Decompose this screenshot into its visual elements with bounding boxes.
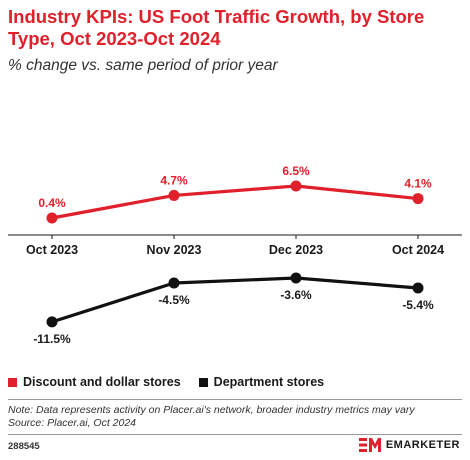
- divider-bottom: [8, 434, 462, 435]
- brand-name: EMARKETER: [385, 439, 460, 451]
- data-label-department: -4.5%: [158, 293, 190, 307]
- data-label-discount: 6.5%: [282, 164, 310, 178]
- source-text: Source: Placer.ai, Oct 2024: [8, 417, 137, 429]
- emarketer-logo-icon: [358, 438, 381, 452]
- brand: EMARKETER: [358, 438, 460, 452]
- data-point-discount: [168, 189, 180, 201]
- chart-subtitle: % change vs. same period of prior year: [8, 57, 278, 74]
- data-point-department: [412, 282, 424, 294]
- x-tick-label: Dec 2023: [269, 243, 323, 257]
- legend-item-department: Department stores: [198, 375, 325, 389]
- data-label-department: -3.6%: [280, 288, 312, 302]
- data-point-discount: [46, 212, 58, 224]
- x-tick-label: Oct 2024: [392, 243, 444, 257]
- data-point-department: [290, 272, 302, 284]
- line-chart: Oct 2023 Nov 2023 Dec 2023 Oct 2024 0.4% 4.7%…: [8, 164, 462, 346]
- data-label-discount: 4.7%: [160, 173, 188, 187]
- divider-top: [8, 399, 462, 400]
- data-point-discount: [412, 193, 424, 205]
- data-point-department: [168, 277, 180, 289]
- data-label-department: -5.4%: [402, 298, 434, 312]
- legend-label-discount: Discount and dollar stores: [23, 375, 181, 389]
- data-point-discount: [290, 180, 302, 192]
- note-text: Note: Data represents activity on Placer…: [8, 404, 415, 416]
- data-label-discount: 0.4%: [38, 196, 66, 210]
- legend-item-discount: Discount and dollar stores: [8, 375, 181, 389]
- chart-title: Industry KPIs: US Foot Traffic Growth, b…: [8, 6, 425, 49]
- legend-label-department: Department stores: [213, 375, 325, 389]
- data-point-department: [46, 316, 58, 328]
- series-line-discount: [51, 184, 419, 220]
- x-tick-label: Oct 2023: [26, 243, 78, 257]
- chart-id: 288545: [8, 441, 40, 452]
- x-tick-label: Nov 2023: [147, 243, 202, 257]
- legend: Discount and dollar stores Department st…: [8, 375, 342, 389]
- data-label-discount: 4.1%: [404, 177, 432, 191]
- legend-swatch-discount: [8, 377, 17, 387]
- legend-swatch-department: [198, 377, 208, 387]
- series-line-department: [51, 276, 419, 324]
- data-label-department: -11.5%: [33, 332, 71, 346]
- notes: Note: Data represents activity on Placer…: [8, 404, 415, 430]
